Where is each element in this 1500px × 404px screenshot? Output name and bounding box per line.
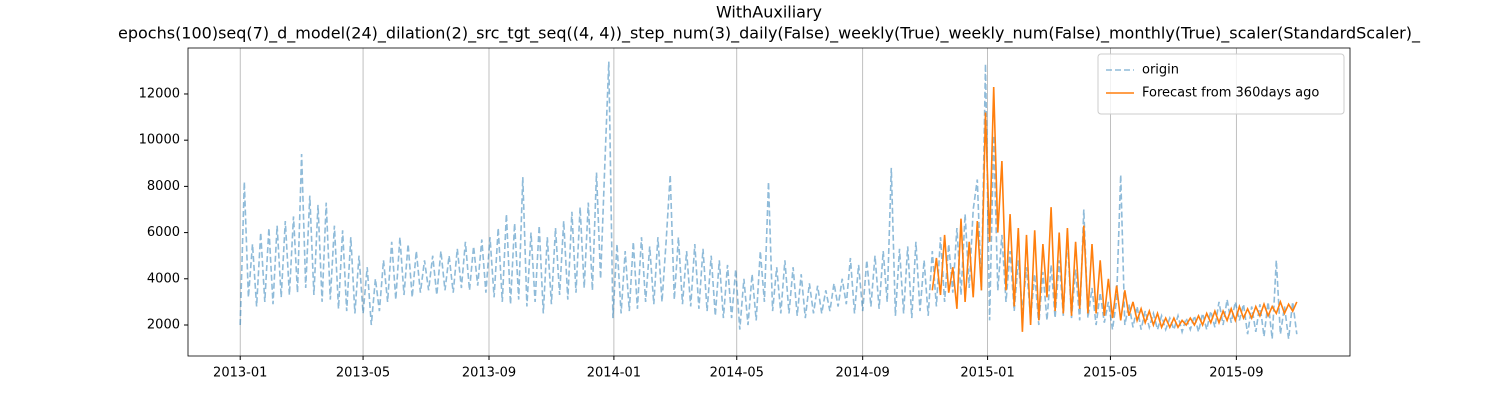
series-line [931,86,1298,332]
y-tick-label: 8000 [147,179,180,194]
legend-box [1097,53,1345,115]
y-tick-label: 6000 [147,225,180,240]
x-tick-label: 2013-05 [336,366,390,381]
x-tick-label: 2013-09 [462,366,516,381]
legend-label: Forecast from 360days ago [1142,86,1319,101]
x-tick-label: 2014-01 [587,366,641,381]
legend-label: origin [1142,63,1179,78]
x-tick-label: 2015-05 [1083,366,1137,381]
plot-frame [187,47,1351,357]
y-tick-label: 10000 [139,133,180,148]
chart-subtitle: epochs(100)seq(7)_d_model(24)_dilation(2… [118,24,1421,44]
y-tick-label: 4000 [147,271,180,286]
x-tick-label: 2013-01 [213,366,267,381]
y-tick-label: 12000 [139,86,180,101]
x-tick-label: 2014-09 [836,366,890,381]
y-tick-label: 2000 [147,317,180,332]
x-tick-label: 2014-05 [710,366,764,381]
x-tick-label: 2015-09 [1209,366,1263,381]
chart-title: WithAuxiliary [716,3,822,22]
x-tick-label: 2015-01 [960,366,1014,381]
